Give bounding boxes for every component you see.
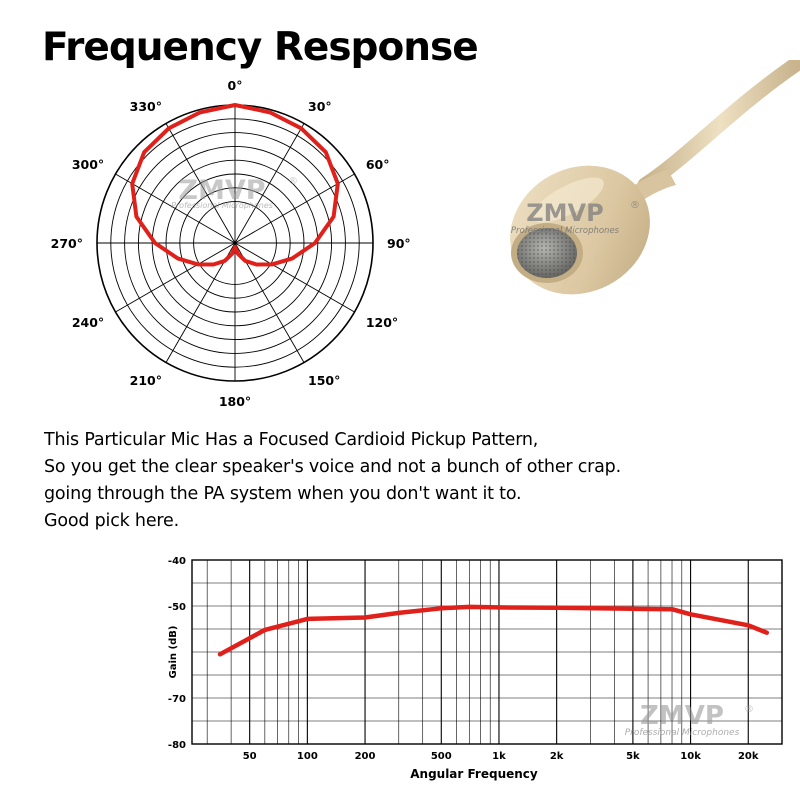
polar-angle-label: 60° xyxy=(366,157,390,172)
polar-angle-label: 210° xyxy=(130,373,162,388)
polar-angle-label: 0° xyxy=(228,80,243,93)
polar-angle-label: 150° xyxy=(308,373,340,388)
polar-angle-label: 240° xyxy=(72,315,104,330)
freq-x-tick-label: 50 xyxy=(243,751,257,762)
freq-y-ticks: -40 -50 -70 -80 xyxy=(168,556,186,751)
polar-spoke xyxy=(234,173,355,244)
polar-spoke xyxy=(234,123,305,244)
polar-curve xyxy=(130,103,340,267)
frequency-chart: ZMVP ® Professional Microphones -40 -50 -7… xyxy=(168,556,783,781)
polar-chart: ZMVP ® Professional Microphones 0° 30° 60°… xyxy=(51,80,411,409)
mic-body-highlight xyxy=(532,177,604,223)
mic-cable xyxy=(637,60,800,193)
polar-angle-labels: 0° 30° 60° 90° 120° 150° 180° 210° 240° 270° 300° 3… xyxy=(51,80,411,409)
freq-x-tick-label: 10k xyxy=(680,751,701,762)
polar-spoke xyxy=(115,173,236,244)
freq-watermark-mark: ® xyxy=(744,704,754,715)
freq-x-tick-label: 100 xyxy=(297,751,318,762)
freq-x-ticks: 50 100 200 500 1k 2k 5k 10k 20k xyxy=(243,751,759,762)
freq-y-tick-label: -70 xyxy=(168,694,186,705)
polar-angle-label: 330° xyxy=(130,99,162,114)
freq-x-tick-label: 200 xyxy=(355,751,376,762)
page-title: Frequency Response xyxy=(42,25,479,70)
microphone-image: ZMVP ® Professional Microphones xyxy=(510,60,800,295)
polar-spoke xyxy=(165,123,236,244)
description-line: So you get the clear speaker's voice and… xyxy=(44,457,621,477)
watermark-brand: ZMVP xyxy=(178,175,265,206)
watermark-mark: ® xyxy=(288,176,298,187)
freq-watermark-tagline: Professional Microphones xyxy=(625,728,740,738)
mic-watermark-tagline: Professional Microphones xyxy=(511,226,620,236)
freq-y-axis-label: Gain (dB) xyxy=(168,626,179,679)
polar-watermark: ZMVP ® Professional Microphones xyxy=(171,175,298,210)
freq-line xyxy=(217,604,770,657)
description-line: Good pick here. xyxy=(44,511,179,531)
polar-spoke xyxy=(234,242,355,313)
polar-grid xyxy=(96,104,374,382)
freq-y-tick-label: -40 xyxy=(168,556,186,567)
freq-x-tick-label: 5k xyxy=(626,751,640,762)
polar-angle-label: 120° xyxy=(366,315,398,330)
description-line: going through the PA system when you don… xyxy=(44,484,522,504)
polar-angle-label: 30° xyxy=(308,99,332,114)
watermark-tagline: Professional Microphones xyxy=(171,201,273,210)
freq-frame xyxy=(191,559,783,745)
freq-y-tick-label: -80 xyxy=(168,740,186,751)
polar-spoke xyxy=(115,242,236,313)
freq-x-tick-label: 500 xyxy=(431,751,452,762)
polar-angle-label: 90° xyxy=(387,236,411,251)
freq-y-tick-label: -50 xyxy=(168,602,186,613)
freq-grid xyxy=(191,559,783,745)
description: This Particular Mic Has a Focused Cardio… xyxy=(44,427,621,535)
freq-watermark: ZMVP ® Professional Microphones xyxy=(625,701,754,738)
mic-watermark-brand: ZMVP xyxy=(526,199,603,227)
freq-x-axis-label: Angular Frequency xyxy=(410,767,538,781)
freq-x-tick-label: 2k xyxy=(550,751,564,762)
freq-response-line xyxy=(217,604,770,657)
freq-x-tick-label: 20k xyxy=(738,751,759,762)
mic-watermark-mark: ® xyxy=(630,200,640,211)
polar-angle-label: 180° xyxy=(219,394,251,409)
description-line: This Particular Mic Has a Focused Cardio… xyxy=(44,430,539,450)
freq-x-tick-label: 1k xyxy=(492,751,506,762)
polar-angle-label: 270° xyxy=(51,236,83,251)
polar-angle-label: 300° xyxy=(72,157,104,172)
polar-pattern-curve xyxy=(130,103,340,267)
freq-watermark-brand: ZMVP xyxy=(640,701,724,731)
